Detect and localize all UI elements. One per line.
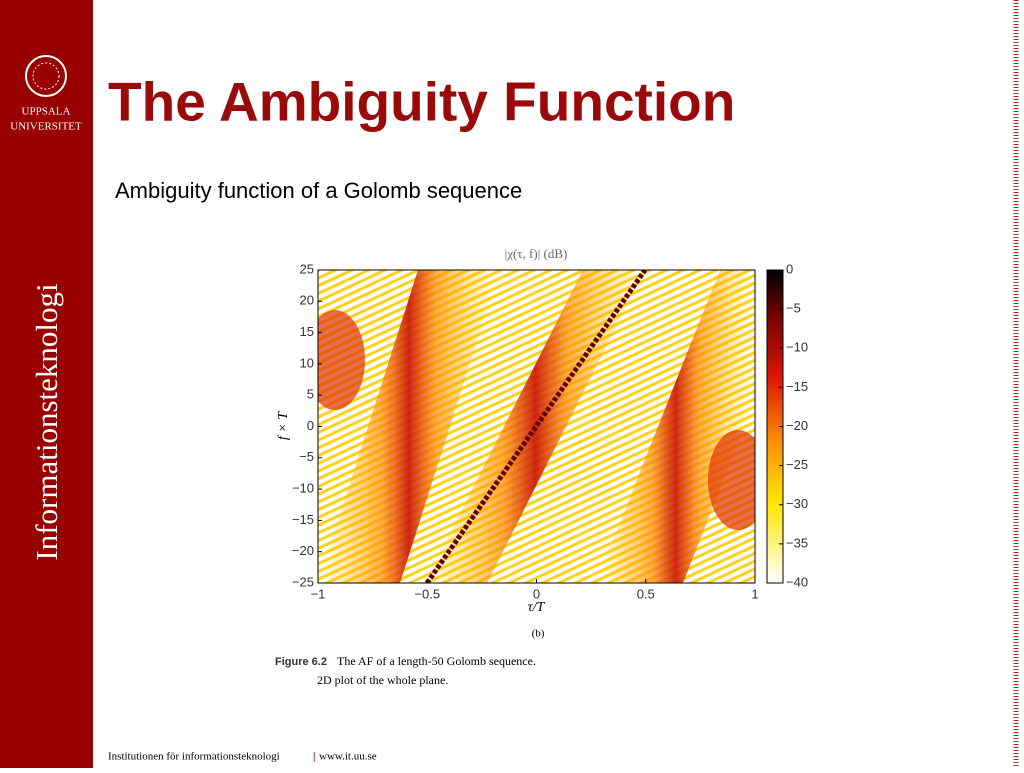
y-tick-label: 20 (300, 293, 314, 308)
y-tick-label: 0 (307, 418, 314, 433)
colorbar-tick-label: −15 (786, 379, 808, 394)
slide-title: The Ambiguity Function (108, 71, 735, 133)
y-tick-label: 25 (300, 261, 314, 276)
y-tick-label: −20 (292, 543, 314, 558)
department: Informationsteknologi (29, 283, 64, 561)
footer-institution: Institutionen för informationsteknologi (108, 751, 280, 763)
logo-text: UPPSALA (22, 106, 71, 118)
x-tick-label: −0.5 (414, 586, 440, 601)
colorbar-tick-label: −5 (786, 301, 801, 316)
caption-text: 2D plot of the whole plane. (317, 673, 448, 687)
figure-title: |χ(τ, f)| (dB) (505, 246, 568, 261)
logo-seal (25, 55, 67, 97)
colorbar-tick-label: −10 (786, 340, 808, 355)
colorbar-tick-label: −20 (786, 418, 808, 433)
x-tick-label: 1 (751, 586, 758, 601)
y-tick-label: 10 (300, 355, 314, 370)
y-tick-label: −15 (292, 512, 314, 527)
x-label: τ/T (528, 600, 546, 615)
colorbar-tick-label: −40 (786, 574, 808, 589)
logo-seal-inner (32, 62, 60, 90)
colorbar-tick-label: −25 (786, 457, 808, 472)
y-tick-label: −25 (292, 574, 314, 589)
caption-label: Figure 6.2 (275, 656, 327, 668)
x-tick-label: 0 (533, 586, 540, 601)
x-tick-label: −1 (311, 586, 326, 601)
footer-url: www.it.uu.se (319, 751, 377, 763)
y-tick-label: −5 (299, 449, 314, 464)
x-tick-label: 0.5 (637, 586, 655, 601)
y-tick-label: −10 (292, 481, 314, 496)
subtitle: Ambiguity function of a Golomb sequence (115, 178, 522, 203)
colorbar-tick-label: −35 (786, 535, 808, 550)
footer-separator: | (313, 751, 315, 763)
caption-text: The AF of a length-50 Golomb sequence. (337, 654, 536, 668)
logo-text: UNIVERSITET (10, 121, 82, 133)
sidebar (0, 0, 93, 768)
y-tick-label: 15 (300, 324, 314, 339)
heatmap (318, 270, 755, 583)
y-label: f × T (276, 411, 291, 440)
y-tick-label: 5 (307, 387, 314, 402)
colorbar-tick-label: −30 (786, 496, 808, 511)
panel-label: (b) (532, 628, 545, 640)
colorbar-tick-label: 0 (786, 261, 793, 276)
